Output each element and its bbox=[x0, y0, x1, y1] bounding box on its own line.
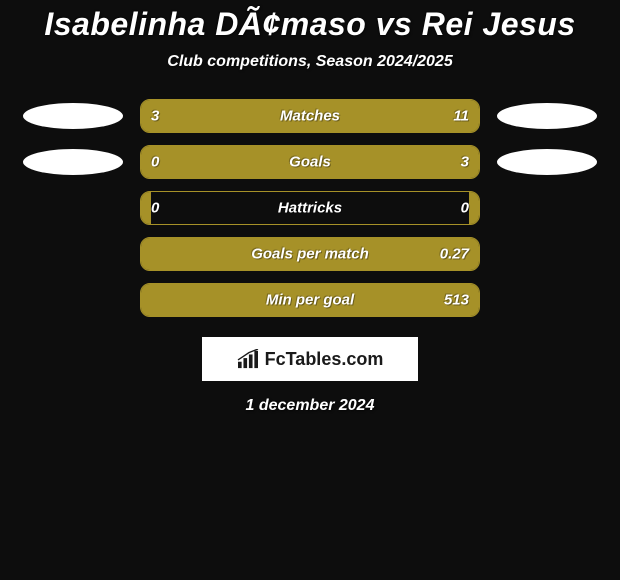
stat-row: 0.27 Goals per match bbox=[18, 237, 602, 271]
fill-left bbox=[141, 146, 151, 178]
stat-value-left: 3 bbox=[151, 108, 159, 125]
spacer bbox=[492, 193, 602, 223]
stat-value-right: 11 bbox=[453, 108, 469, 125]
stat-bar: 0 0 Hattricks bbox=[140, 191, 480, 225]
stat-row: 513 Min per goal bbox=[18, 283, 602, 317]
stat-label: Matches bbox=[280, 108, 340, 125]
spacer bbox=[492, 239, 602, 269]
stat-value-right: 0 bbox=[461, 200, 469, 217]
stat-label: Goals per match bbox=[251, 246, 369, 263]
subtitle: Club competitions, Season 2024/2025 bbox=[167, 53, 452, 71]
page-title: Isabelinha DÃ¢maso vs Rei Jesus bbox=[44, 6, 575, 43]
content-container: Isabelinha DÃ¢maso vs Rei Jesus Club com… bbox=[0, 0, 620, 415]
logo-text: FcTables.com bbox=[265, 349, 384, 370]
stat-row: 3 11 Matches bbox=[18, 99, 602, 133]
spacer bbox=[18, 239, 128, 269]
ellipse-icon bbox=[497, 103, 597, 129]
stat-row: 0 0 Hattricks bbox=[18, 191, 602, 225]
stat-row: 0 3 Goals bbox=[18, 145, 602, 179]
team-badge-left bbox=[18, 101, 128, 131]
stat-value-right: 3 bbox=[461, 154, 469, 171]
ellipse-icon bbox=[23, 149, 123, 175]
stat-value-right: 0.27 bbox=[440, 246, 469, 263]
spacer bbox=[18, 285, 128, 315]
stat-value-left: 0 bbox=[151, 200, 159, 217]
ellipse-icon bbox=[497, 149, 597, 175]
fill-left bbox=[141, 192, 151, 224]
stat-bar: 0.27 Goals per match bbox=[140, 237, 480, 271]
stat-label: Hattricks bbox=[278, 200, 342, 217]
stat-value-left: 0 bbox=[151, 154, 159, 171]
stat-bar: 513 Min per goal bbox=[140, 283, 480, 317]
stat-bar: 3 11 Matches bbox=[140, 99, 480, 133]
date-text: 1 december 2024 bbox=[246, 397, 375, 415]
spacer bbox=[492, 285, 602, 315]
stat-label: Goals bbox=[289, 154, 331, 171]
logo-box[interactable]: FcTables.com bbox=[202, 337, 418, 381]
team-badge-right bbox=[492, 147, 602, 177]
fill-left bbox=[141, 284, 151, 316]
fill-left bbox=[141, 238, 151, 270]
fill-right bbox=[212, 100, 479, 132]
stat-value-right: 513 bbox=[444, 292, 469, 309]
chart-icon bbox=[237, 349, 259, 369]
spacer bbox=[18, 193, 128, 223]
stats-rows: 3 11 Matches 0 3 Goals 0 0 Hattricks 0.27 Goals pe… bbox=[18, 99, 602, 329]
ellipse-icon bbox=[23, 103, 123, 129]
fill-right bbox=[469, 192, 479, 224]
stat-bar: 0 3 Goals bbox=[140, 145, 480, 179]
stat-label: Min per goal bbox=[266, 292, 354, 309]
team-badge-left bbox=[18, 147, 128, 177]
team-badge-right bbox=[492, 101, 602, 131]
